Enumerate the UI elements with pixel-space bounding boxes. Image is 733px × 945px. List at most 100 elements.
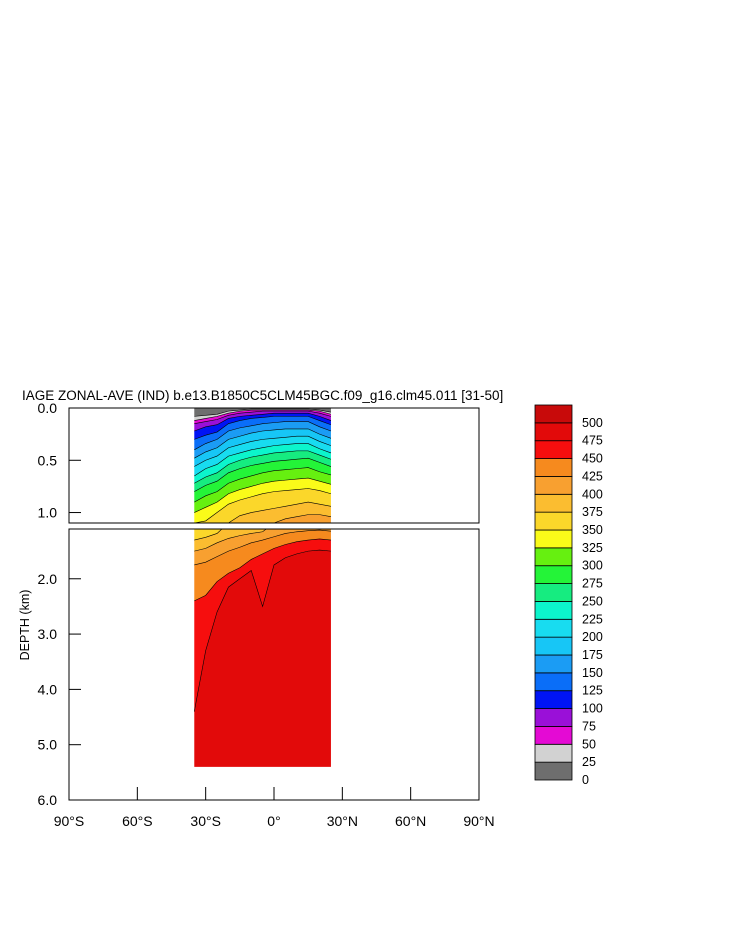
colorbar-swatch [534,601,573,620]
colorbar-label: 175 [582,648,603,662]
y-tick-label: 4.0 [38,681,58,697]
upper-panel-frame [68,407,480,524]
colorbar-swatch [534,404,573,424]
colorbar-label: 325 [582,541,603,555]
contour-line-upper-175 [194,428,332,459]
colorbar-label: 475 [582,434,603,448]
colorbar-swatch [534,654,573,674]
colorbar-label: 100 [582,702,603,716]
lower-panel-contours [193,529,331,767]
colorbar-swatch [534,547,573,567]
contour-band-lower-350 [194,529,222,541]
x-tick-label: 30°N [327,813,358,829]
colorbar-label: 125 [582,684,603,698]
x-tick-label: 60°N [395,813,426,829]
contour-line-upper-250 [194,450,332,484]
colorbar-label: 450 [582,452,603,466]
colorbar-swatch [534,672,573,692]
colorbar-swatch [534,511,573,531]
contour-line-lower-375 [194,529,223,541]
contour-line-upper-400 [273,514,331,523]
contour-band-upper-0 [194,408,331,417]
contour-line-upper-300 [194,467,332,503]
colorbar-swatch [534,743,573,763]
y-tick-label: 3.0 [38,626,58,642]
colorbar-swatch [534,493,573,513]
contour-band-upper-250 [194,450,331,492]
y-tick-label: 1.0 [38,505,58,521]
contour-band-upper-200 [194,436,331,476]
colorbar-label: 375 [582,505,603,519]
contour-band-upper-400 [274,514,331,523]
colorbar-swatch [534,726,573,745]
contour-line-upper-275 [194,457,332,492]
x-tick-label: 90°N [463,813,494,829]
contour-band-upper-150 [194,421,331,459]
y-tick-label: 2.0 [38,571,58,587]
colorbar-label: 25 [582,755,596,769]
colorbar-label: 50 [582,737,596,751]
colorbar-swatch [534,476,573,495]
x-tick-label: 0° [267,813,280,829]
upper-panel-contours [194,408,332,523]
colorbar-swatch [534,690,573,709]
x-tick-label: 30°S [190,813,221,829]
contour-band-upper-350 [194,488,331,523]
colorbar-swatch [534,618,573,638]
y-tick-label: 0.0 [38,400,58,416]
colorbar-label: 150 [582,666,603,680]
contour-band-lower-375 [194,529,267,552]
contour-line-upper-225 [194,443,332,477]
contour-band-upper-75 [194,411,331,431]
colorbar-label: 250 [582,594,603,608]
contour-band-upper-125 [194,416,331,450]
colorbar-swatch [534,636,573,656]
x-tick-label: 90°S [54,813,85,829]
contour-line-upper-375 [227,501,331,523]
colorbar-swatch [534,440,573,459]
contour-band-lower-425 [194,530,331,601]
y-tick-label: 5.0 [38,737,58,753]
contour-line-upper-150 [194,421,332,451]
contour-line-upper-25 [194,408,331,417]
colorbar-label: 300 [582,559,603,573]
axes: 90°S 60°S 30°S 0° 30°N 60°N 90°N 0.0 0.5 1.0 2.0 3.… [38,400,495,829]
colorbar-swatch [534,422,573,442]
chart-title: IAGE ZONAL-AVE (IND) b.e13.B1850C5CLM45B… [22,388,503,403]
contour-band-upper-175 [194,428,331,467]
contour-line-lower-450 [194,538,331,602]
contour-band-upper-100 [194,413,331,440]
contour-line-upper-325 [194,477,332,513]
colorbar-label: 400 [582,487,603,501]
contour-line-lower-425 [194,529,331,566]
y-tick-label: 6.0 [38,792,58,808]
colorbar-swatch [534,458,573,477]
contour-band-lower-450 [194,538,331,712]
contour-band-upper-275 [194,458,331,503]
colorbar-swatch [534,708,573,727]
colorbar: 0 25 50 75 100 125 150 175 200 225 250 275 300 325 350… [534,404,603,787]
colorbar-label: 200 [582,630,603,644]
contour-band-lower-400 [194,529,331,565]
contour-line-lower-475 [193,549,331,712]
y-tick-label: 0.5 [38,452,58,468]
colorbar-swatch [534,529,573,549]
colorbar-label: 275 [582,577,603,591]
colorbar-label: 425 [582,469,603,483]
contour-band-lower-475 [194,550,331,767]
contour-line-upper-50 [194,409,332,421]
contour-line-upper-100 [194,412,332,432]
colorbar-swatch [534,761,573,781]
y-axis-label: DEPTH (km) [18,590,32,661]
colorbar-label: 350 [582,523,603,537]
contour-line-upper-200 [194,435,332,467]
colorbar-label: 0 [582,773,589,787]
contour-line-upper-75 [194,410,332,424]
contour-line-upper-350 [194,488,332,523]
contour-band-upper-225 [194,443,331,484]
contour-line-lower-400 [194,529,267,552]
colorbar-label: 500 [582,416,603,430]
contour-band-upper-375 [228,502,331,523]
x-tick-label: 60°S [122,813,153,829]
